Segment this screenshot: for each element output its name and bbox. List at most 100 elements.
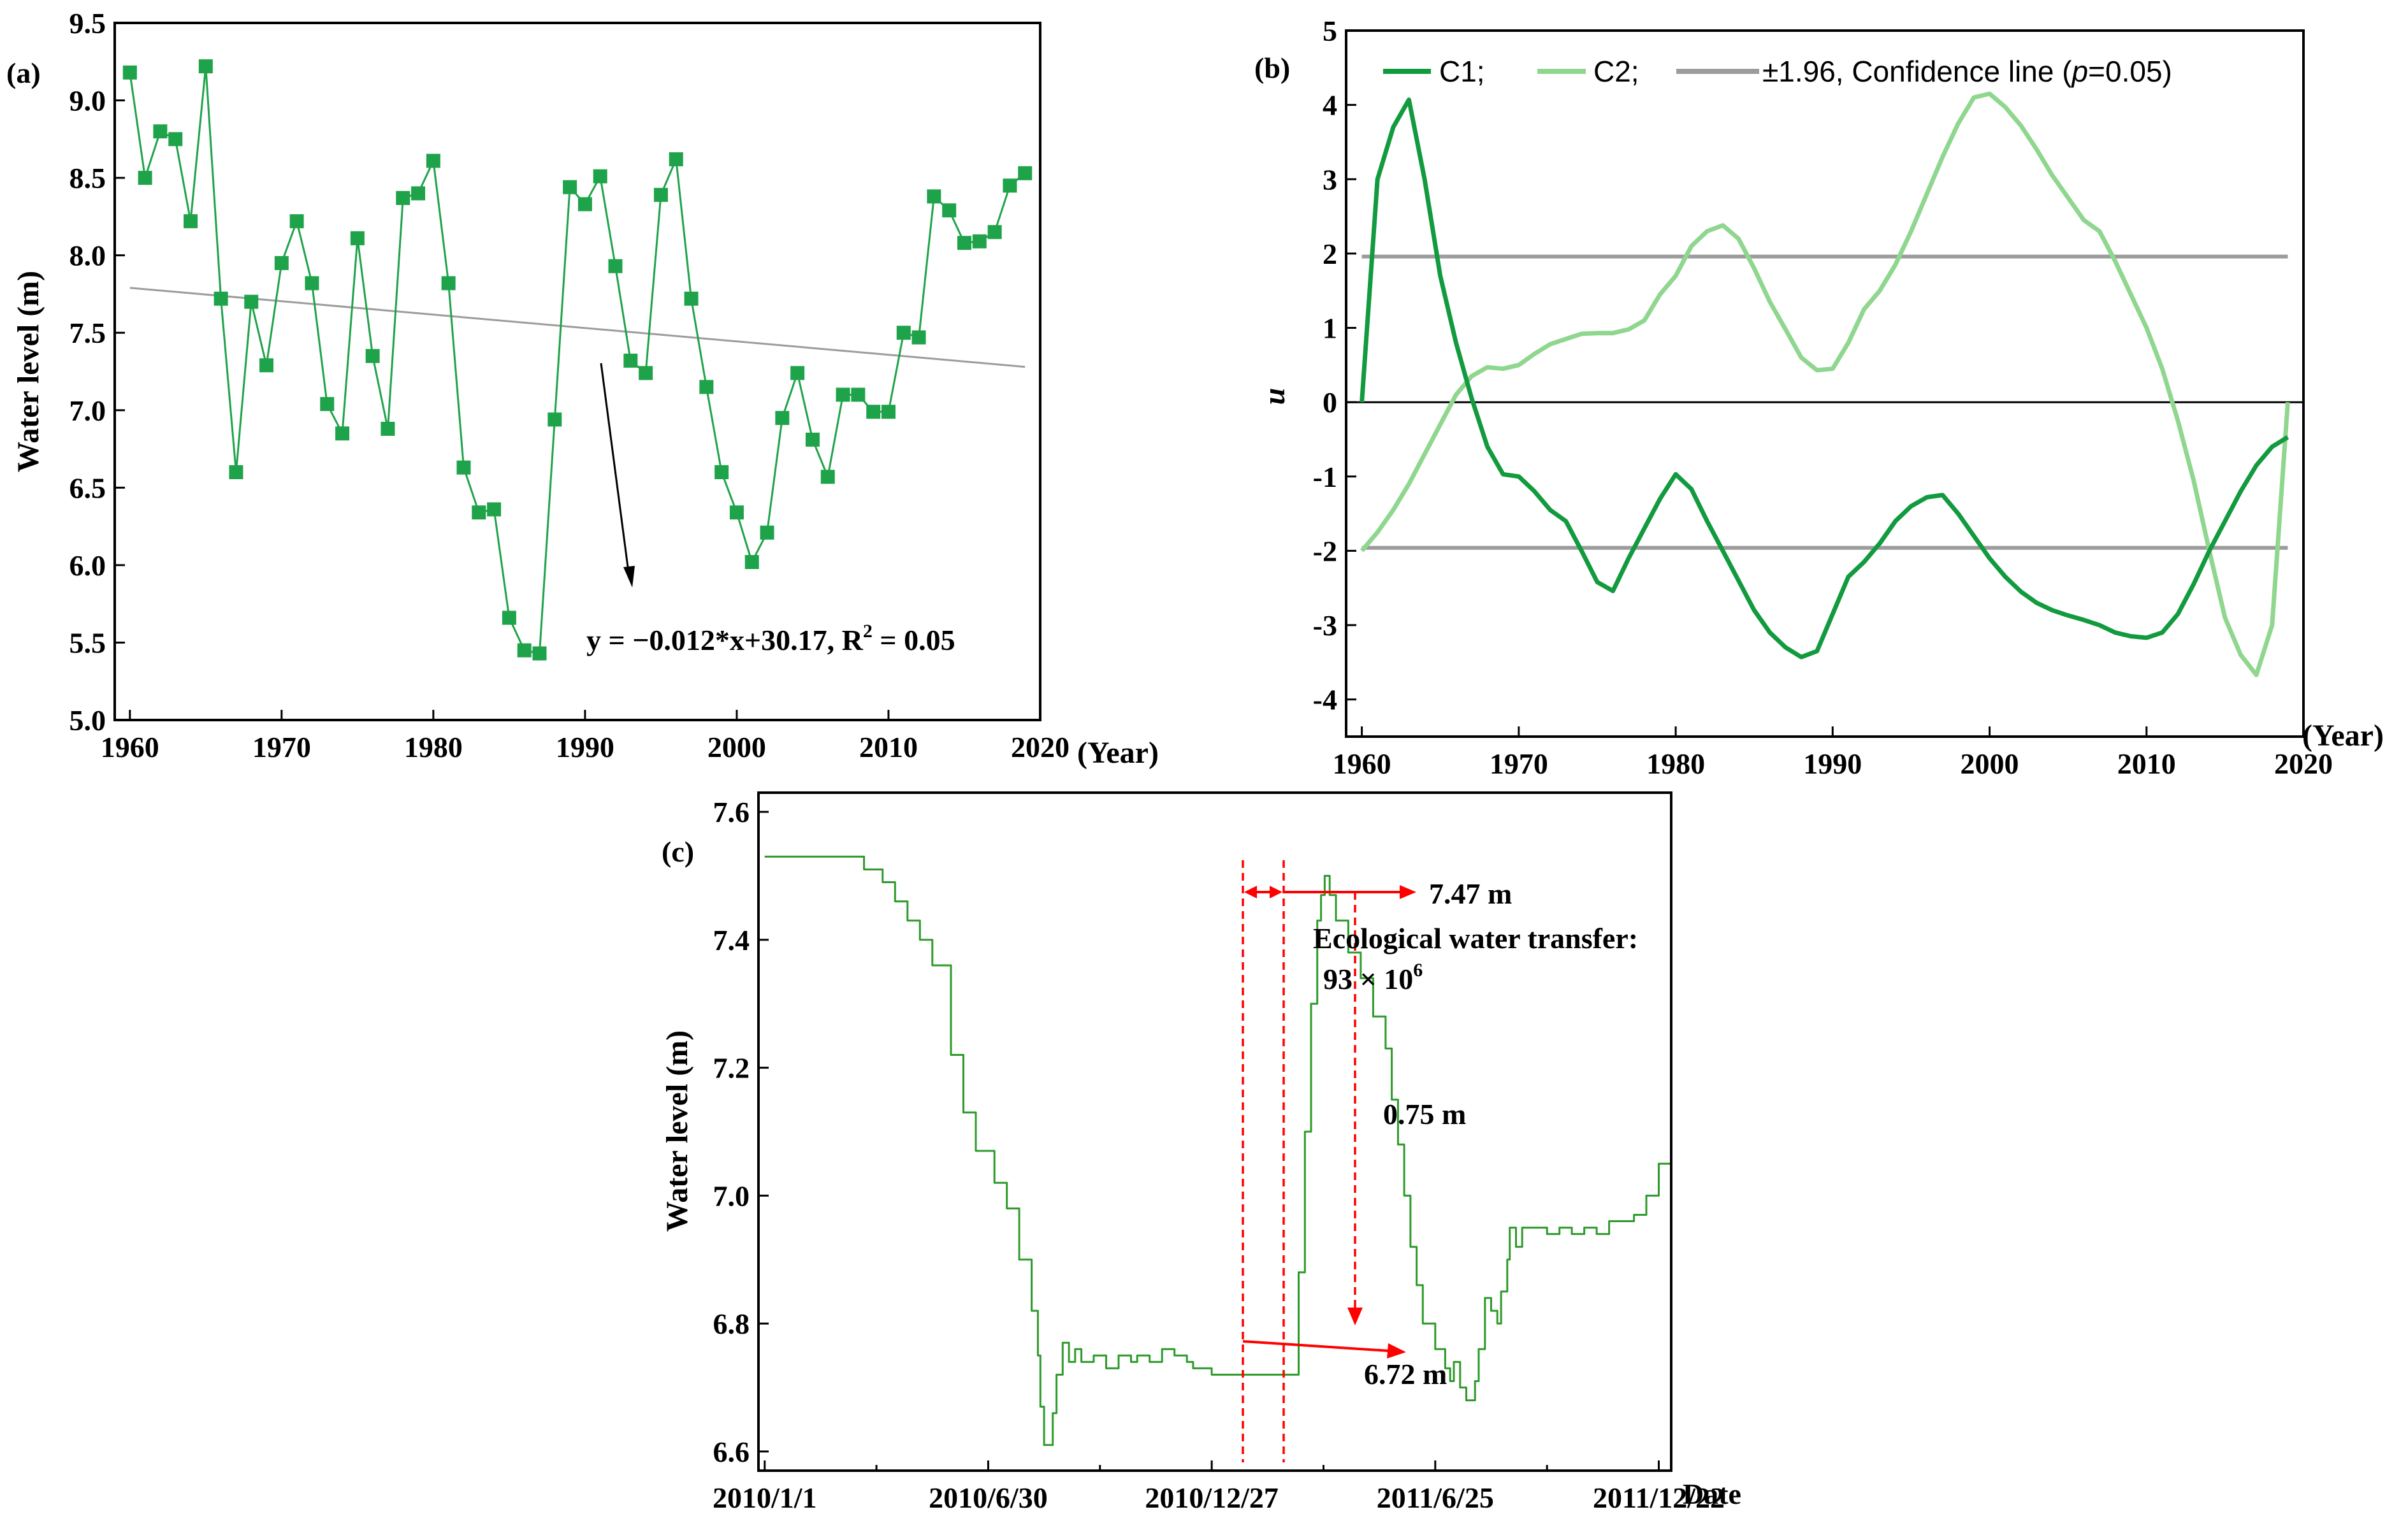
panel-c-x-tick-label: 2010/12/27 xyxy=(1145,1481,1279,1514)
panel-b-y-tick-label: 2 xyxy=(1323,238,1337,270)
panel-b-legend: C1; C2; ±1.96, Confidence line (p=0.05) xyxy=(1383,55,2172,88)
panel-a-y-tick-label: 9.5 xyxy=(69,7,106,40)
panel-b-x-tick-label: 2020 xyxy=(2274,747,2333,780)
panel-a-data-point xyxy=(396,191,410,205)
panel-a-data-point xyxy=(790,366,805,380)
panel-a-data-point xyxy=(563,180,577,194)
panel-b-x-tick-label: 1990 xyxy=(1803,747,1862,780)
panel-c-xlabel: Date xyxy=(1683,1478,1741,1510)
panel-a-x-tick-label: 2000 xyxy=(707,731,766,763)
panel-a-data-point xyxy=(381,421,395,436)
panel-c-y-tick-label: 7.2 xyxy=(713,1052,750,1085)
panel-a-data-point xyxy=(911,330,926,345)
panel-a-xlabel: (Year) xyxy=(1077,736,1159,770)
panel-a-x-tick-label: 2010 xyxy=(859,731,918,763)
panel-a-data-point xyxy=(198,59,213,74)
panel-a-data-point xyxy=(881,405,896,419)
panel-b-y-tick-label: 0 xyxy=(1323,386,1337,419)
panel-a-data-point xyxy=(866,405,881,419)
panel-a-y-tick-label: 6.5 xyxy=(69,472,106,504)
panel-a-data-point xyxy=(305,276,319,291)
panel-a-data-point xyxy=(714,465,729,480)
panel-b-c2-line xyxy=(1360,91,2290,677)
peak-value-label: 7.47 m xyxy=(1429,877,1512,910)
panel-a-data-point xyxy=(335,426,350,441)
panel-a-data-point xyxy=(836,387,850,402)
panel-a-y-tick-label: 7.5 xyxy=(69,317,106,349)
panel-a-data-point xyxy=(168,132,183,147)
panel-b-y-tick-label: 1 xyxy=(1323,312,1337,345)
panel-a-data-point xyxy=(577,197,592,212)
panel-a-data-point xyxy=(593,169,607,184)
panel-a-data-point xyxy=(456,460,471,475)
panel-c: (c) 2010/1/1 2010/6/30 2010/12/27 2011/6/25… xyxy=(660,791,1741,1514)
panel-a-data-point xyxy=(289,214,304,229)
panel-a-data-point xyxy=(775,410,790,425)
panel-a-data-point xyxy=(184,214,198,229)
panel-c-y-tick-label: 6.8 xyxy=(713,1308,750,1340)
panel-c-x-tick-label: 2011/6/25 xyxy=(1377,1481,1494,1514)
panel-a-data-point xyxy=(851,387,866,402)
panel-a-y-tick-label: 8.5 xyxy=(69,162,106,194)
panel-a-data-point xyxy=(639,366,653,380)
panel-a-data-point xyxy=(214,291,228,306)
peak-arrow-head xyxy=(1400,885,1416,899)
legend-c2-label: C2; xyxy=(1593,55,1639,88)
panel-a-data-point xyxy=(820,470,835,484)
panel-a-y-tick-label: 9.0 xyxy=(69,85,106,117)
panel-a-y-tick-label: 7.0 xyxy=(69,394,106,427)
panel-a-trend-arrow-shaft xyxy=(600,363,630,577)
drop-value-label: 0.75 m xyxy=(1383,1098,1466,1130)
panel-a-trend-arrow-head xyxy=(623,566,635,587)
low-arrow-head xyxy=(1387,1343,1406,1359)
panel-b-y-tick-label: 5 xyxy=(1323,15,1337,47)
panel-c-y-tick-label: 6.6 xyxy=(713,1436,750,1468)
panel-a-data-point xyxy=(699,380,714,394)
legend-c1-label: C1; xyxy=(1439,55,1485,88)
legend-confidence-label: ±1.96, Confidence line (p=0.05) xyxy=(1762,55,2172,88)
transfer-label-line-1: Ecological water transfer: xyxy=(1313,922,1638,955)
drop-dashed-arrow-head xyxy=(1347,1308,1363,1325)
panel-a-y-tick-label: 5.5 xyxy=(69,626,106,659)
panel-a-data-point xyxy=(426,154,440,168)
panel-c-y-tick-label: 7.0 xyxy=(713,1179,750,1212)
panel-a-data-point xyxy=(669,152,683,166)
panel-b-y-tick-label: -2 xyxy=(1313,535,1337,567)
panel-a-data-point xyxy=(259,358,274,373)
panel-a-data-point xyxy=(896,326,911,340)
panel-a-x-tick-label: 1980 xyxy=(404,731,463,763)
panel-a-data-point xyxy=(244,294,259,309)
panel-a-data-point xyxy=(122,65,137,80)
panel-a-data-point xyxy=(987,225,1002,240)
panel-b-ylabel: u xyxy=(1258,388,1291,405)
panel-b-y-tick-label: -3 xyxy=(1313,609,1337,642)
panel-c-x-tick-label: 2011/12/22 xyxy=(1593,1481,1725,1514)
panel-a-data-point xyxy=(274,256,289,270)
panel-a-x-tick-label: 1970 xyxy=(252,731,311,763)
panel-b-c1-line xyxy=(1360,97,2289,660)
panel-c-y-tick-label: 7.6 xyxy=(713,796,750,828)
panel-a-y-tick-label: 6.0 xyxy=(69,549,106,582)
panel-b-xlabel: (Year) xyxy=(2302,719,2384,753)
panel-a-x-tick-label: 1990 xyxy=(556,731,614,763)
panel-a-trend-line xyxy=(129,287,1026,368)
panel-a-frame xyxy=(113,22,1041,721)
panel-a-data-point xyxy=(927,189,941,204)
panel-a-data-point xyxy=(729,505,744,520)
panel-c-frame xyxy=(757,791,1672,1472)
panel-b-x-tick-label: 2000 xyxy=(1961,747,2019,780)
panel-b-frame xyxy=(1345,29,2305,738)
panel-a-data-point xyxy=(653,187,668,202)
panel-a-data-point xyxy=(138,171,152,185)
panel-a-data-point xyxy=(760,525,774,540)
panel-c-ylabel: Water level (m) xyxy=(660,1030,694,1232)
low-arrow-shaft xyxy=(1242,1340,1390,1352)
panel-a-data-point xyxy=(623,353,638,368)
low-value-label: 6.72 m xyxy=(1364,1358,1447,1390)
panel-a-data-point xyxy=(441,276,456,291)
panel-b-x-tick-label: 2010 xyxy=(2117,747,2176,780)
panel-b-y-tick-label: -1 xyxy=(1313,461,1337,493)
panel-a-y-tick-label: 5.0 xyxy=(69,704,106,737)
